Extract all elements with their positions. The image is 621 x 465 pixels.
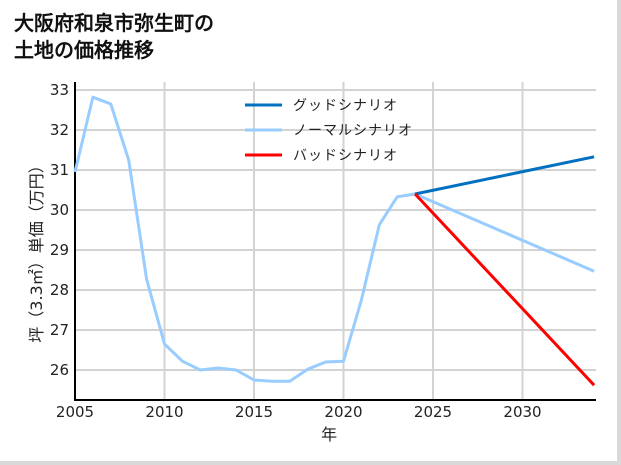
legend-label: ノーマルシナリオ	[293, 123, 413, 139]
legend-label: グッドシナリオ	[293, 98, 398, 114]
y-tick-label: 31	[50, 161, 69, 179]
series-line	[414, 192, 596, 387]
y-tick-label: 26	[50, 361, 69, 379]
y-tick-label: 28	[50, 281, 69, 299]
y-tick-label: 30	[50, 201, 69, 219]
series-line	[414, 155, 595, 196]
x-tick-label: 2020	[324, 403, 362, 421]
x-tick-label: 2005	[56, 403, 94, 421]
y-tick-label: 32	[50, 121, 69, 139]
title-line-1: 大阪府和泉市弥生町の	[14, 11, 214, 35]
x-tick-label: 2025	[414, 403, 452, 421]
x-tick-label: 2010	[145, 403, 183, 421]
x-tick-label: 2030	[503, 403, 541, 421]
y-axis-label: 坪（3.3㎡）単価（万円）	[27, 157, 46, 342]
title-line-2: 土地の価格推移	[14, 38, 154, 62]
series-line	[73, 95, 595, 383]
y-tick-label: 27	[50, 321, 69, 339]
legend-label: バッドシナリオ	[293, 148, 398, 164]
x-axis-label: 年	[321, 425, 337, 444]
x-tick-label: 2015	[235, 403, 273, 421]
chart-title: 大阪府和泉市弥生町の 土地の価格推移	[14, 10, 214, 64]
y-tick-label: 33	[50, 81, 69, 99]
y-tick-label: 29	[50, 241, 69, 259]
